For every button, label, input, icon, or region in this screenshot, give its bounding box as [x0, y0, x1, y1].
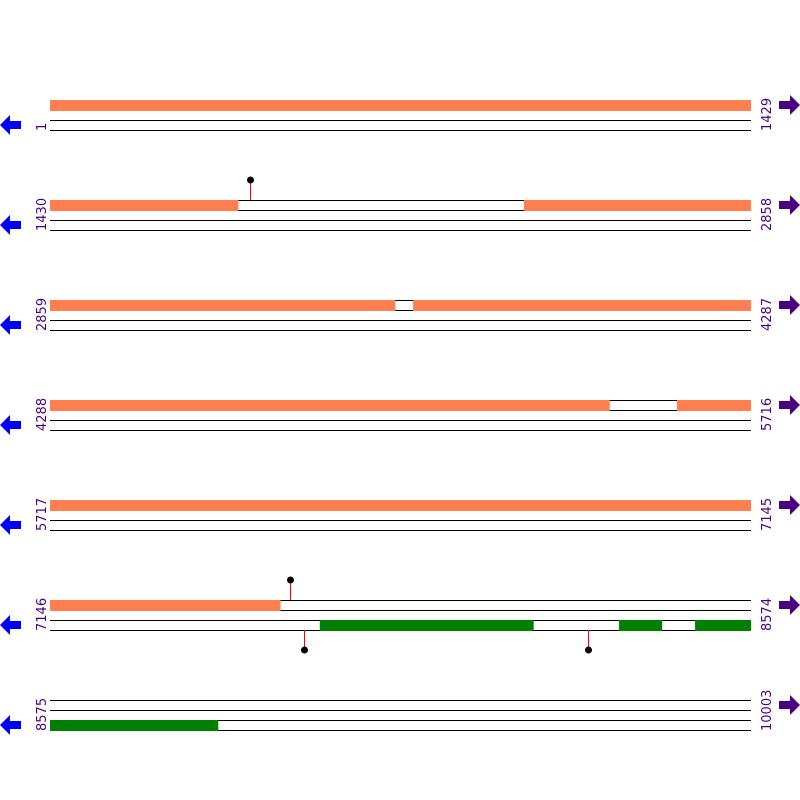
arrow-right-icon — [779, 295, 800, 315]
row-start-label: 5717 — [35, 498, 50, 531]
arrow-left-icon — [0, 515, 21, 535]
map-row: 1430 2858 — [0, 176, 800, 235]
arrow-left-icon — [0, 215, 21, 235]
marker-head — [585, 646, 592, 654]
arrow-right-icon — [779, 195, 800, 215]
row-end-label: 4287 — [760, 298, 775, 331]
row-end-label: 8574 — [760, 598, 775, 631]
marker-head — [247, 176, 254, 184]
arrow-right-icon — [779, 495, 800, 515]
row-end-label: 7145 — [760, 498, 775, 531]
row-start-label: 7146 — [35, 598, 50, 631]
map-row: 5717 7145 — [0, 495, 800, 535]
forward-feature — [50, 100, 751, 111]
reverse-feature — [50, 720, 219, 731]
row-end-label: 2858 — [760, 198, 775, 231]
reverse-feature — [319, 620, 534, 631]
row-start-label: 4288 — [35, 398, 50, 431]
forward-feature — [413, 300, 751, 311]
arrow-left-icon — [0, 615, 21, 635]
arrow-right-icon — [779, 395, 800, 415]
forward-feature — [50, 500, 751, 511]
map-row: 8575 10003 — [0, 690, 800, 735]
forward-feature — [676, 400, 751, 411]
forward-feature — [50, 400, 610, 411]
forward-feature — [50, 200, 239, 211]
marker-head — [301, 646, 308, 654]
arrow-left-icon — [0, 315, 21, 335]
arrow-right-icon — [779, 695, 800, 715]
row-end-label: 1429 — [760, 98, 775, 131]
map-row: 4288 5716 — [0, 395, 800, 435]
arrow-left-icon — [0, 415, 21, 435]
row-end-label: 5716 — [760, 398, 775, 431]
arrow-right-icon — [779, 95, 800, 115]
row-end-label: 10003 — [760, 690, 775, 731]
reverse-feature — [695, 620, 751, 631]
reverse-feature — [619, 620, 663, 631]
map-row: 1 1429 — [0, 95, 800, 135]
forward-feature — [523, 200, 751, 211]
marker-head — [287, 576, 294, 584]
forward-feature — [50, 300, 396, 311]
row-start-label: 2859 — [35, 298, 50, 331]
arrow-left-icon — [0, 715, 21, 735]
arrow-right-icon — [779, 595, 800, 615]
forward-feature — [50, 600, 281, 611]
row-start-label: 1430 — [35, 198, 50, 231]
arrow-left-icon — [0, 115, 21, 135]
map-row: 2859 4287 — [0, 295, 800, 335]
row-start-label: 8575 — [35, 698, 50, 731]
map-row: 7146 8574 — [0, 576, 800, 654]
row-start-label: 1 — [35, 123, 50, 131]
